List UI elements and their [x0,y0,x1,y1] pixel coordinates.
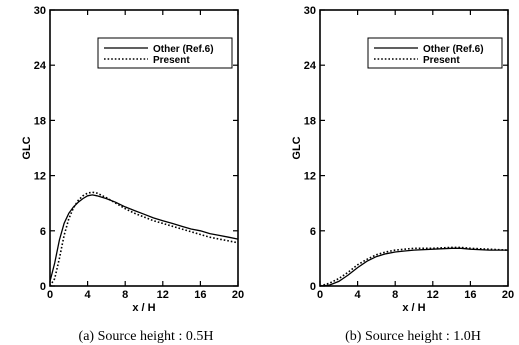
series-line-present [319,246,509,287]
series-line-present [49,191,239,287]
x-tick-label: 4 [85,289,92,301]
y-tick-label: 30 [34,5,46,17]
y-tick-label: 6 [40,226,46,238]
x-tick-label: 0 [47,289,53,301]
x-tick-label: 12 [427,289,439,301]
y-tick-label: 6 [310,226,316,238]
panel-caption: (b) Source height : 1.0H [345,329,481,344]
x-tick-label: 16 [194,289,206,301]
y-tick-label: 12 [34,171,46,183]
y-axis-title: GLC [21,136,33,159]
y-tick-label: 18 [34,115,46,127]
panel-caption: (a) Source height : 0.5H [79,329,214,344]
y-tick-label: 0 [40,281,46,293]
legend-label: Other (Ref.6) [153,44,214,55]
y-tick-label: 12 [304,171,316,183]
legend-box [97,37,233,69]
x-tick-label: 12 [157,289,169,301]
x-axis-title: x / H [132,302,155,314]
chart-panel-b: 0 6 12 18 24 30 0 4 8 12 16 20 x / H GLC Other (Ref.6)… [291,5,514,344]
legend-label: Present [423,55,460,66]
series-line-other-ref6 [319,247,508,287]
plot-frame [319,9,509,287]
y-tick-label: 30 [304,5,316,17]
x-tick-label: 16 [464,289,476,301]
x-tick-label: 4 [355,289,362,301]
y-tick-label: 18 [304,115,316,127]
x-tick-label: 0 [317,289,323,301]
x-tick-label: 20 [502,289,514,301]
series-line-other-ref6 [49,194,239,282]
y-axis-title: GLC [291,136,303,159]
y-tick-label: 24 [304,60,317,72]
y-tick-label: 24 [34,60,47,72]
legend-label: Present [153,55,190,66]
x-tick-label: 20 [232,289,244,301]
x-tick-label: 8 [392,289,398,301]
y-tick-label: 0 [310,281,316,293]
x-axis-title: x / H [402,302,425,314]
x-tick-label: 8 [122,289,128,301]
chart-panel-a: 0 6 12 18 24 30 0 4 8 12 16 20 x / H GLC Other (Ref.6)… [21,5,244,344]
legend-label: Other (Ref.6) [423,44,484,55]
legend-box [367,37,503,69]
plot-frame [49,9,239,287]
